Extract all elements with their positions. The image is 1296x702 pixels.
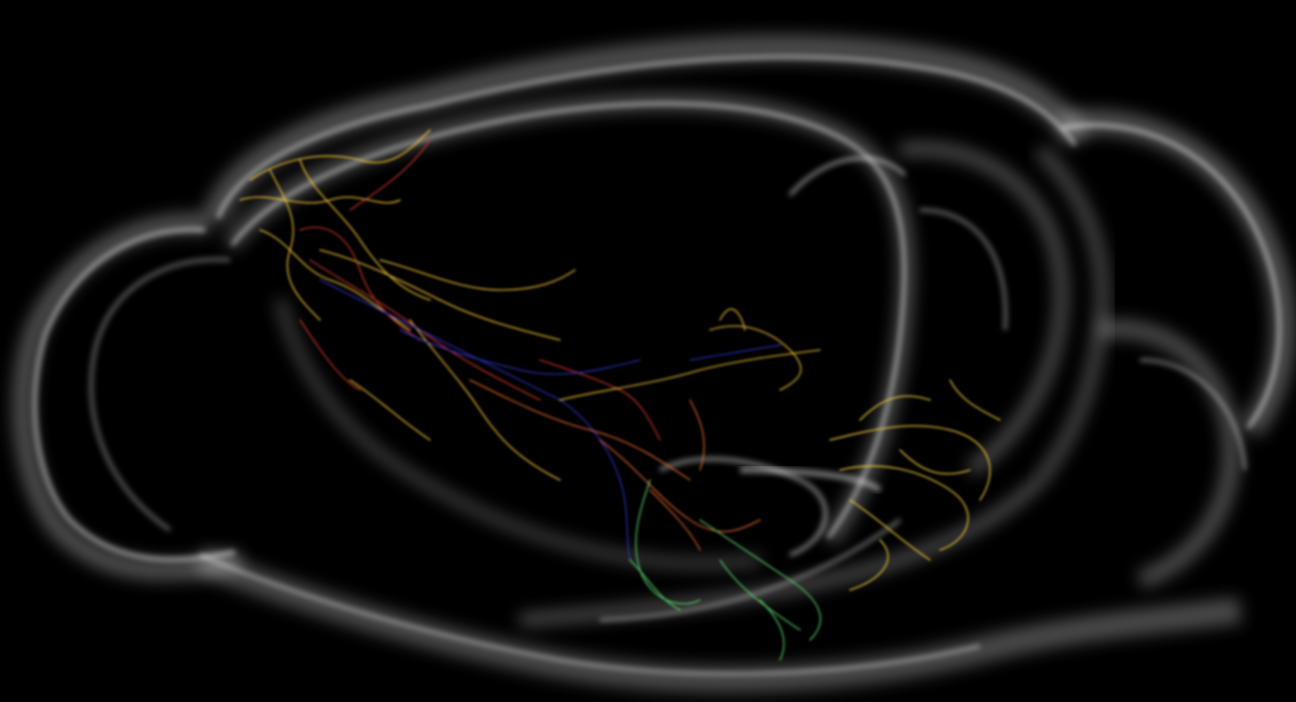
neuron-cluster-central (559, 308, 821, 401)
neuron-cluster-green (629, 479, 821, 661)
neuron-traces (239, 129, 1001, 661)
neuron-cluster-midbrain (829, 379, 1001, 591)
brain-tissue (12, 34, 1296, 693)
neuron-cluster-orange (469, 379, 761, 551)
neuron-cluster-blue (319, 279, 781, 561)
